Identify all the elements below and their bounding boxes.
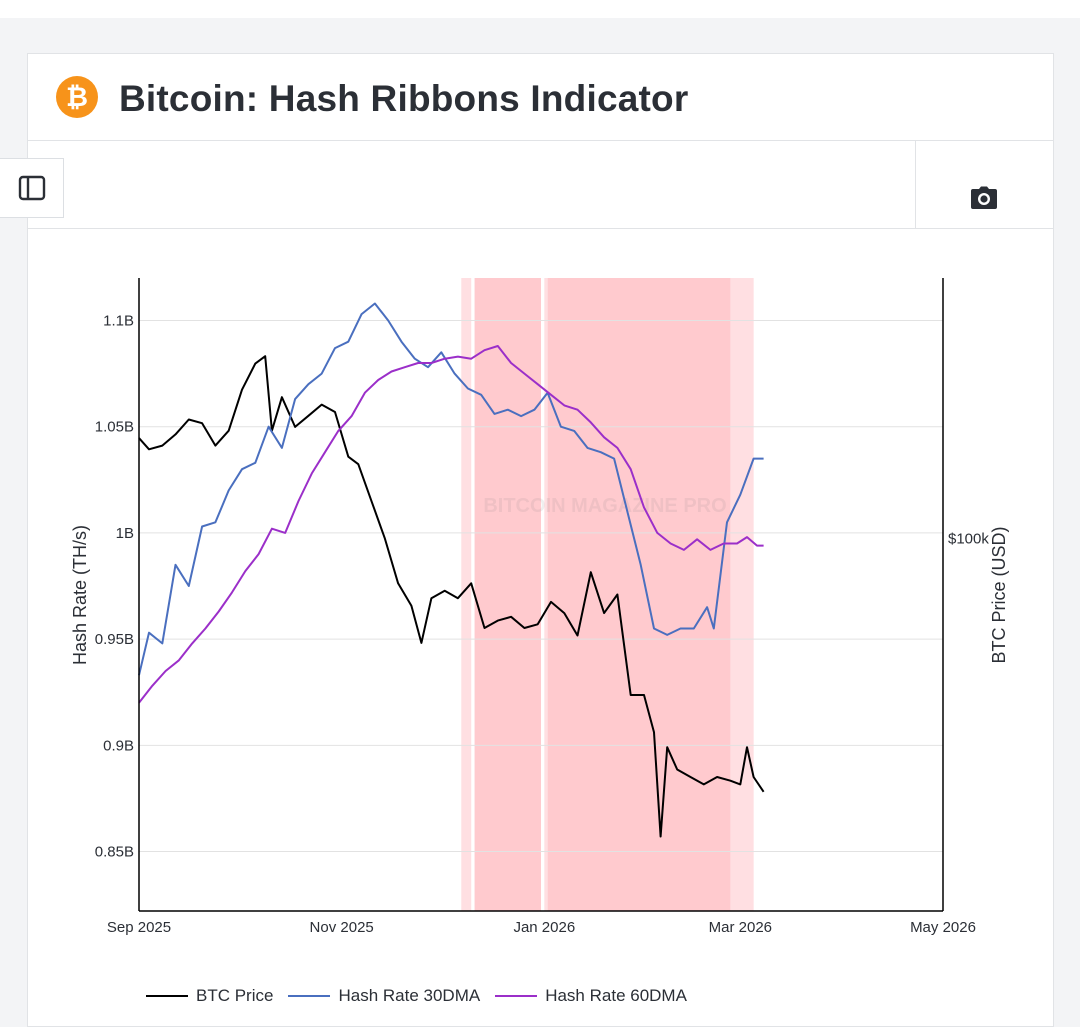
y-tick-label: 1.05B [95,419,134,436]
screenshot-button[interactable] [966,180,1002,216]
legend-swatch [495,995,538,997]
camera-icon [971,186,997,209]
legend-swatch [288,995,331,997]
capitulation-band [474,278,541,911]
y-tick-label: 0.9B [103,737,134,754]
capitulation-band [547,278,731,911]
x-tick-label: Mar 2026 [709,919,772,936]
x-tick-label: Nov 2025 [310,919,374,936]
chart-grid [139,319,943,853]
chart-series [138,302,765,838]
card-header: ₿ Bitcoin: Hash Ribbons Indicator [28,54,1053,141]
bitcoin-logo-icon: ₿ [56,76,98,118]
x-tick-label: Jan 2026 [513,919,575,936]
y-tick-label: 1B [116,525,134,542]
x-tick-label: Sep 2025 [107,919,171,936]
chart-axes [138,278,944,912]
legend-swatch [146,995,188,997]
y2-tick-label: $100k [948,531,989,548]
capitulation-band [544,278,548,911]
sidebar-toggle-button[interactable] [0,158,64,218]
x-tick-label: May 2026 [910,919,976,936]
page-title: Bitcoin: Hash Ribbons Indicator [119,78,689,119]
sidebar-panel-icon [18,175,45,201]
watermark: BITCOIN MAGAZINE PRO [483,495,726,517]
capitulation-band [730,278,754,911]
capitulation-band [461,278,472,911]
chart-ticks: 0.85B 0.9B 0.95B 1B 1.05B 1.1B $100k Sep 2025 No… [95,312,990,936]
y2-axis-title: BTC Price (USD) [989,526,1009,663]
y-tick-label: 0.85B [95,844,134,861]
legend-item-btc-price[interactable]: BTC Price [146,986,273,1006]
legend-label: Hash Rate 60DMA [545,986,687,1005]
chart-toolbar [28,141,1053,229]
hash-rate-30dma-line [138,302,764,676]
legend-item-hash-rate-30dma[interactable]: Hash Rate 30DMA [288,986,480,1006]
chart-legend: BTC Price Hash Rate 30DMA Hash Rate 60DM… [146,983,702,1009]
y-tick-label: 1.1B [103,312,134,329]
btc-price-line [138,355,765,838]
hash-rate-60dma-line [138,345,764,704]
y-tick-label: 0.95B [95,631,134,648]
legend-label: BTC Price [196,986,274,1005]
y-axis-title: Hash Rate (TH/s) [70,525,90,665]
legend-item-hash-rate-60dma[interactable]: Hash Rate 60DMA [495,986,687,1006]
capitulation-bands [461,278,754,911]
legend-label: Hash Rate 30DMA [338,986,481,1005]
toolbar-divider [915,141,916,229]
